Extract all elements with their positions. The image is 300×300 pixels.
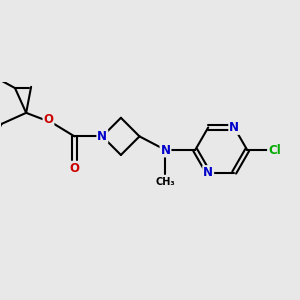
Text: N: N (203, 166, 213, 179)
Text: Cl: Cl (268, 143, 281, 157)
Text: CH₃: CH₃ (156, 177, 175, 187)
Text: N: N (97, 130, 107, 143)
Text: N: N (160, 143, 170, 157)
Text: O: O (44, 112, 53, 125)
Text: N: N (229, 121, 239, 134)
Text: O: O (70, 162, 80, 175)
